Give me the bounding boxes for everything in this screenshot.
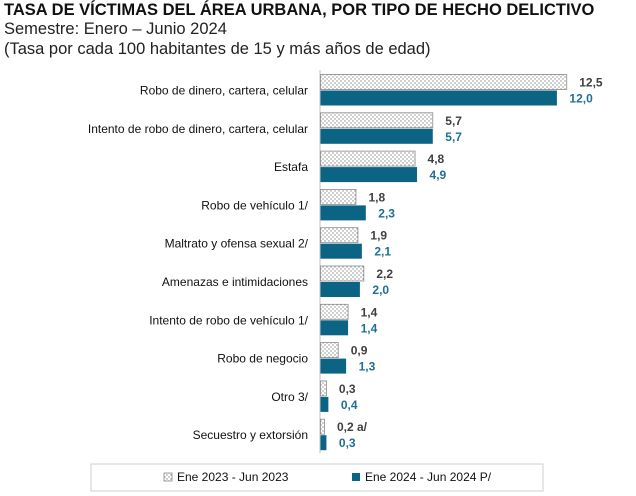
category-label: Estafa: [274, 160, 308, 174]
bar-2023: [320, 418, 325, 435]
category-label: Robo de dinero, cartera, celular: [140, 84, 308, 98]
category-label: Amenazas e intimidaciones: [162, 275, 308, 289]
bar-2024: [320, 396, 329, 412]
legend-swatch-2024: [352, 473, 360, 481]
data-label-2023: 0,3: [339, 382, 356, 396]
data-label-2024: 0,3: [339, 436, 356, 450]
bar-2023: [320, 342, 339, 359]
legend-label-2023: Ene 2023 - Jun 2023: [177, 470, 289, 484]
data-label-2023: 0,9: [351, 344, 368, 358]
data-label-2024: 4,9: [430, 168, 447, 182]
data-label-2023: 4,8: [428, 152, 445, 166]
data-label-2024: 0,4: [341, 398, 358, 412]
chart-title: TASA DE VÍCTIMAS DEL ÁREA URBANA, POR TI…: [4, 1, 595, 19]
bar-2024: [320, 167, 418, 183]
data-label-2024: 2,1: [374, 245, 391, 259]
category-label: Secuestro y extorsión: [193, 428, 308, 442]
bar-2024: [320, 128, 433, 144]
data-label-2024: 5,7: [445, 130, 462, 144]
legend-swatch-2023: [163, 472, 173, 482]
bar-2023: [320, 380, 327, 397]
data-label-2023: 12,5: [579, 76, 603, 90]
bar-2024: [320, 205, 366, 221]
data-label-2023: 1,8: [368, 190, 385, 204]
legend-box: [90, 463, 544, 492]
bar-2023: [320, 188, 357, 205]
category-label: Maltrato y ofensa sexual 2/: [165, 237, 309, 251]
chart-subtitle-unit: (Tasa por cada 100 habitantes de 15 y má…: [4, 40, 431, 58]
bar-2024: [320, 320, 349, 336]
category-label: Otro 3/: [271, 390, 308, 404]
category-label: Robo de vehículo 1/: [201, 198, 308, 212]
bar-2023: [320, 265, 365, 282]
data-label-2023: 5,7: [445, 114, 462, 128]
data-label-2023: 0,2 a/: [337, 420, 368, 434]
category-label: Robo de negocio: [217, 352, 308, 366]
data-label-2023: 2,2: [376, 267, 393, 281]
data-label-2024: 12,0: [569, 92, 593, 106]
legend-label-2024: Ene 2024 - Jun 2024 P/: [365, 470, 492, 484]
data-label-2023: 1,9: [370, 229, 387, 243]
category-label: Intento de robo de vehículo 1/: [149, 313, 308, 327]
bar-2023: [320, 112, 434, 129]
bar-2024: [320, 282, 360, 297]
bar-2023: [320, 227, 359, 244]
data-label-2024: 2,0: [372, 283, 389, 297]
data-label-2024: 1,4: [361, 321, 378, 335]
bar-2024: [320, 435, 327, 451]
bar-2023: [320, 150, 416, 167]
chart-subtitle-period: Semestre: Enero – Junio 2024: [4, 20, 227, 38]
bar-2023: [320, 74, 568, 90]
data-label-2024: 1,3: [359, 360, 376, 374]
bar-2024: [320, 358, 347, 374]
bar-2023: [320, 303, 349, 320]
bar-2024: [320, 90, 557, 106]
data-label-2024: 2,3: [378, 206, 395, 220]
data-label-2023: 1,4: [361, 305, 378, 319]
bar-2024: [320, 243, 362, 259]
category-label: Intento de robo de dinero, cartera, celu…: [88, 122, 308, 136]
